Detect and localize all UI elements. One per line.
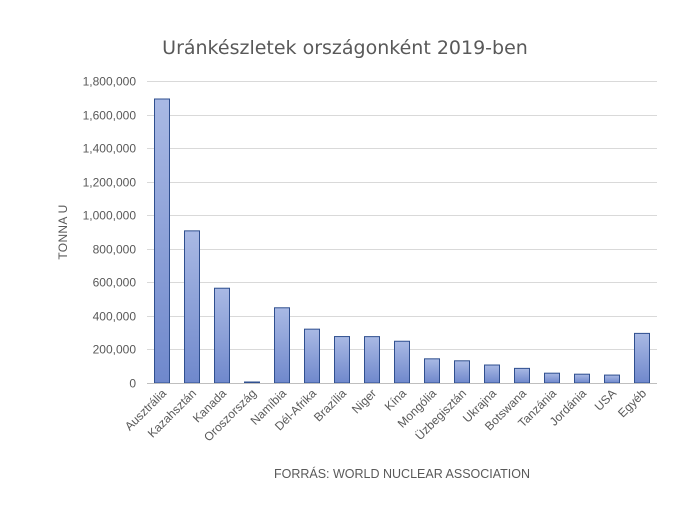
y-tick-label: 200,000: [93, 343, 137, 357]
y-tick-label: 800,000: [93, 243, 137, 257]
bar: [214, 287, 230, 384]
y-tick-label: 400,000: [93, 310, 137, 324]
y-axis-ticks: 0 200,000 400,000 600,000 800,000 1,000,000 1,…: [83, 75, 137, 391]
y-tick-label: 1,200,000: [83, 176, 137, 190]
bar: [634, 332, 650, 384]
y-tick-label: 600,000: [93, 276, 137, 290]
gridlines: [147, 81, 657, 350]
bar: [514, 367, 530, 384]
bar: [184, 230, 200, 384]
bar: [604, 374, 620, 384]
bar: [154, 98, 170, 384]
bar: [424, 358, 440, 384]
x-tick-label: Brazília: [311, 386, 349, 424]
bar: [574, 373, 590, 384]
y-axis-label: TONNA U: [56, 204, 70, 259]
bar: [274, 307, 290, 384]
bar: [394, 340, 410, 384]
bar: [364, 336, 380, 384]
x-tick-label: Egyéb: [615, 386, 649, 420]
bar: [244, 381, 260, 384]
bar: [484, 364, 500, 384]
x-tick-label: Niger: [349, 386, 379, 416]
y-tick-label: 1,800,000: [83, 75, 137, 89]
bar: [304, 328, 320, 384]
x-axis-ticks: AusztráliaKazahsztánKanadaOroszországNam…: [122, 386, 649, 444]
bar: [334, 336, 350, 384]
y-tick-label: 1,000,000: [83, 209, 137, 223]
y-tick-label: 0: [129, 377, 136, 391]
y-tick-label: 1,400,000: [83, 142, 137, 156]
bars: [154, 98, 650, 384]
source-note: FORRÁS: WORLD NUCLEAR ASSOCIATION: [274, 466, 530, 481]
chart-title: Uránkészletek országonként 2019-ben: [162, 37, 528, 59]
y-tick-label: 1,600,000: [83, 109, 137, 123]
bar: [454, 360, 470, 384]
bar: [544, 372, 560, 384]
